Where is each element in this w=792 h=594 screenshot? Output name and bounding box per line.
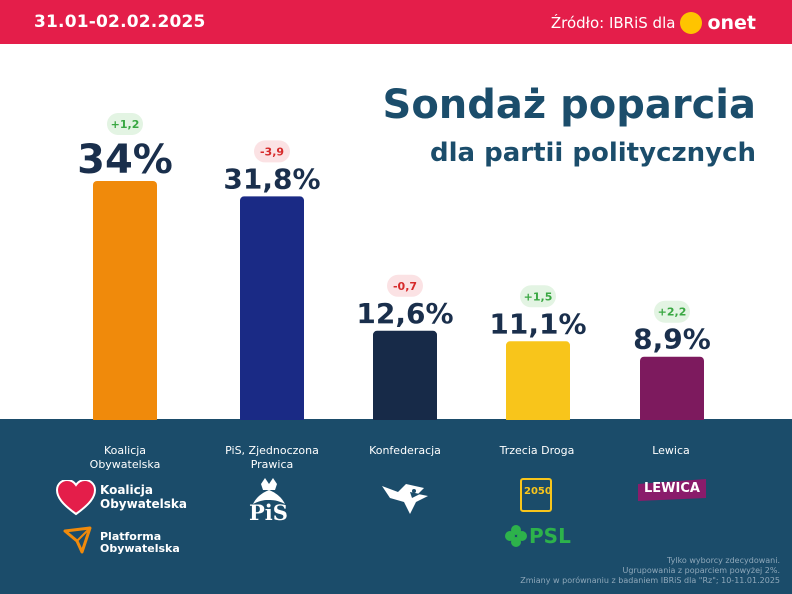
date-range: 31.01-02.02.2025 — [34, 12, 206, 32]
clover-icon — [505, 525, 527, 547]
category-label-line: Lewica — [601, 444, 741, 458]
change-label-konfederacja: -0,7 — [393, 280, 417, 293]
category-label-trzecia-droga: Trzecia Droga — [467, 444, 607, 458]
footnote-line: Ugrupowania z poparciem powyżej 2%. — [520, 566, 780, 576]
value-label-konfederacja: 12,6% — [356, 297, 453, 330]
poll-infographic: 31.01-02.02.2025 Źródło: IBRiS dla onet … — [0, 0, 792, 594]
category-label-koalicja: Koalicja Obywatelska — [55, 444, 195, 472]
po-logo-text: Obywatelska — [100, 543, 180, 555]
top-banner: 31.01-02.02.2025 Źródło: IBRiS dla onet — [0, 0, 792, 44]
po-arrow-icon — [62, 525, 96, 555]
onet-brand: onet — [707, 12, 756, 34]
category-label-line: Trzecia Droga — [467, 444, 607, 458]
po-logo: Platforma Obywatelska — [62, 525, 96, 559]
polska-2050-text: 2050 — [524, 487, 548, 497]
change-label-trzecia-droga: +1,5 — [524, 290, 553, 303]
change-label-lewica: +2,2 — [658, 306, 687, 319]
category-label-lewica: Lewica — [601, 444, 741, 458]
psl-logo-text: PSL — [529, 525, 571, 547]
footnote-line: Tylko wyborcy zdecydowani. — [520, 556, 780, 566]
value-label-trzecia-droga: 11,1% — [489, 307, 586, 340]
bar-chart: 34% +1,2 31,8% -3,9 12,6% -0,7 11,1% +1,5 8,9% +2… — [0, 44, 792, 420]
value-label-koalicja: 34% — [77, 137, 173, 183]
bar-pis — [240, 196, 304, 420]
category-label-pis: PiS, Zjednoczona Prawica — [202, 444, 342, 472]
onet-logo-icon — [680, 12, 702, 34]
change-label-pis: -3,9 — [260, 145, 284, 158]
bar-konfederacja — [373, 331, 437, 420]
ko-logo: Koalicja Obywatelska — [56, 480, 96, 520]
category-label-line: Obywatelska — [55, 458, 195, 472]
category-label-line: PiS, Zjednoczona — [202, 444, 342, 458]
ko-logo-text: Obywatelska — [100, 498, 187, 510]
category-label-line: Koalicja — [55, 444, 195, 458]
pis-logo-text: PiS — [249, 502, 288, 524]
pis-logo: PiS — [245, 478, 295, 528]
category-label-line: Konfederacja — [335, 444, 475, 458]
source-line: Źródło: IBRiS dla onet — [551, 12, 756, 34]
bar-trzecia-droga — [506, 341, 570, 420]
lewica-logo-text: LEWICA — [636, 482, 708, 496]
category-label-line: Prawica — [202, 458, 342, 472]
source-label: Źródło: IBRiS dla — [551, 14, 676, 32]
lewica-logo: LEWICA — [636, 478, 708, 506]
change-label-koalicja: +1,2 — [111, 118, 140, 131]
konfederacja-logo — [380, 480, 430, 520]
footnote-line: Zmiany w porównaniu z badaniem IBRiS dla… — [520, 576, 780, 586]
heart-icon — [56, 480, 96, 516]
psl-logo: PSL — [505, 525, 527, 551]
trzecia-droga-logo: 2050 — [520, 478, 552, 516]
bar-lewica — [640, 357, 704, 420]
footnotes: Tylko wyborcy zdecydowani. Ugrupowania z… — [520, 556, 780, 586]
value-label-lewica: 8,9% — [633, 323, 711, 356]
category-label-konfederacja: Konfederacja — [335, 444, 475, 458]
value-label-pis: 31,8% — [223, 162, 320, 195]
bar-koalicja — [93, 181, 157, 420]
ko-logo-text: Koalicja — [100, 484, 153, 496]
eagle-icon — [380, 480, 430, 516]
